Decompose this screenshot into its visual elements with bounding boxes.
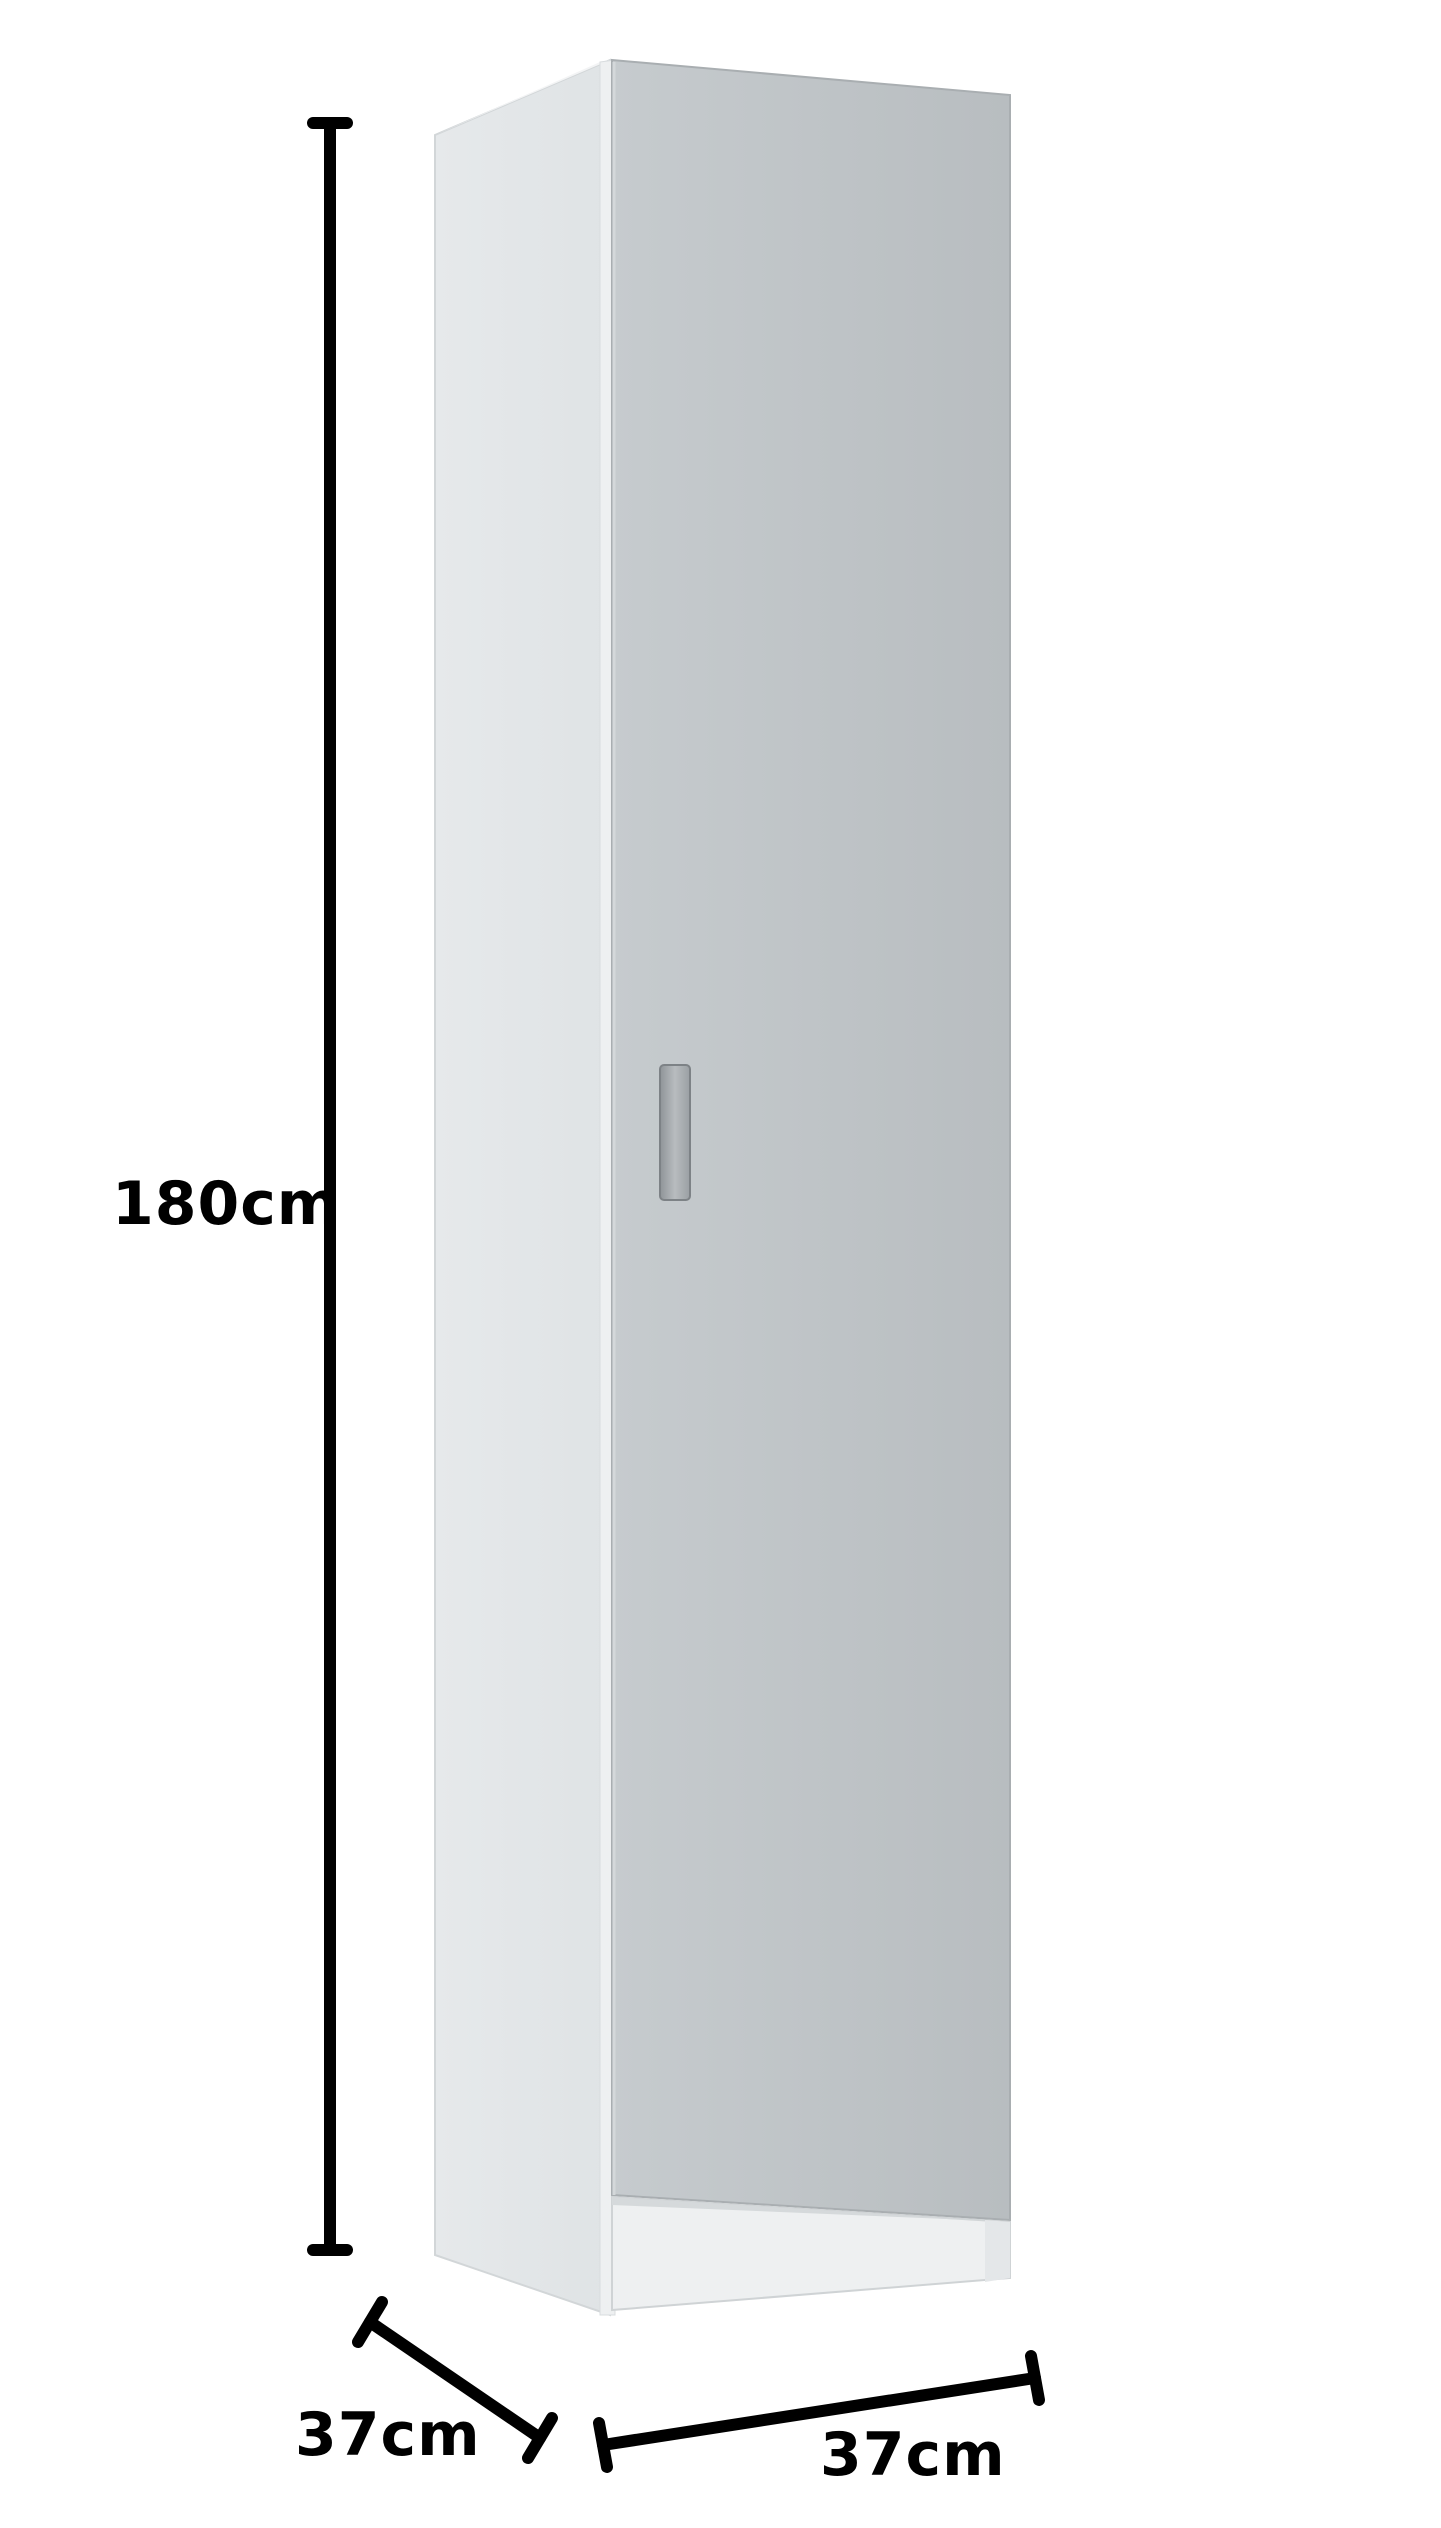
cabinet: [434, 58, 1011, 2317]
cabinet-door: [611, 58, 1011, 2222]
cabinet-side-panel: [434, 58, 611, 2317]
depth-dimension-line: [364, 2316, 546, 2444]
depth-dimension-cap-left: [352, 2296, 388, 2348]
width-dimension-line: [597, 2372, 1041, 2451]
depth-dimension-label: 37cm: [295, 2400, 481, 2470]
depth-dimension: 37cm: [295, 2296, 558, 2470]
height-dimension: 180cm: [112, 117, 353, 2256]
width-dimension-cap-left: [593, 2417, 613, 2473]
cabinet-top-panel: [435, 60, 610, 135]
width-dimension-cap-right: [1025, 2350, 1045, 2406]
door-handle: [659, 1064, 691, 1201]
depth-dimension-cap-right: [522, 2412, 558, 2464]
height-dimension-label: 180cm: [112, 1169, 340, 1239]
width-dimension: 37cm: [593, 2350, 1045, 2490]
cabinet-plinth-side: [985, 2220, 1010, 2282]
cabinet-plinth-recess: [612, 2197, 995, 2221]
width-dimension-label: 37cm: [820, 2420, 1006, 2490]
